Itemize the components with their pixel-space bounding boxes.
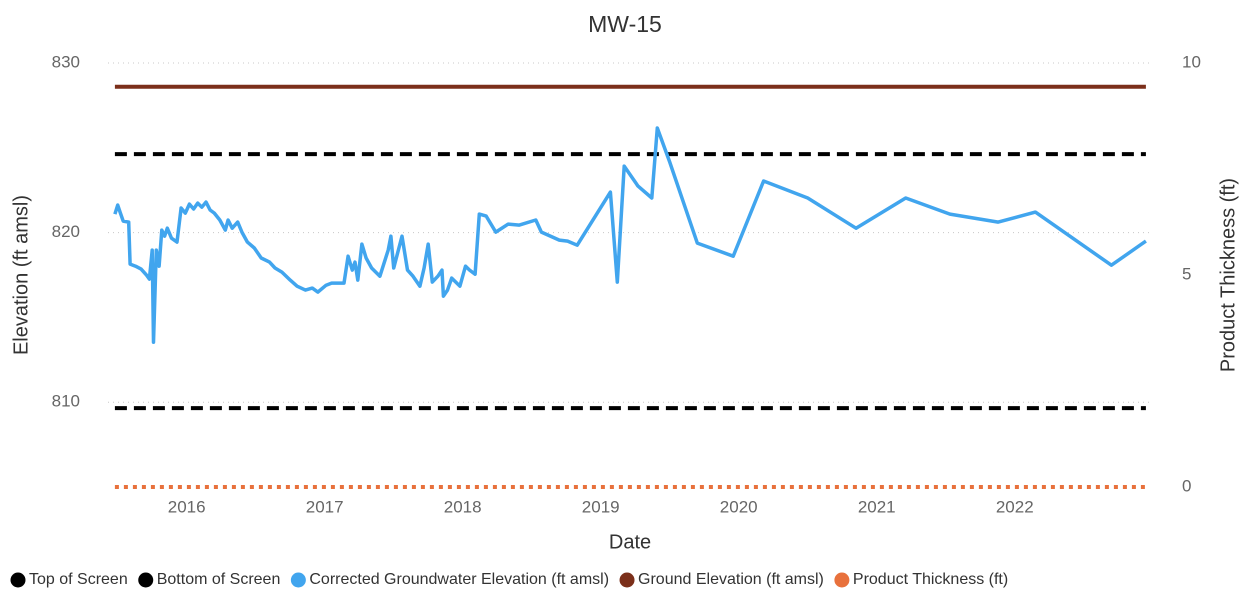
data-line xyxy=(113,126,1147,344)
legend-marker xyxy=(834,572,850,588)
legend-marker xyxy=(10,572,26,588)
x-axis-label: Date xyxy=(609,531,651,553)
y2-axis-label: Product Thickness (ft) xyxy=(1217,178,1239,372)
x-tick-label: 2019 xyxy=(582,497,620,516)
legend-marker xyxy=(138,572,154,588)
x-tick-label: 2017 xyxy=(306,497,344,516)
legend-label: Ground Elevation (ft amsl) xyxy=(638,571,824,588)
legend-marker xyxy=(290,572,306,588)
y2-tick-label: 5 xyxy=(1182,264,1191,283)
y-axis-label: Elevation (ft amsl) xyxy=(10,195,32,355)
y-tick-label: 820 xyxy=(52,222,80,241)
x-tick-label: 2018 xyxy=(444,497,482,516)
legend-label: Product Thickness (ft) xyxy=(853,571,1008,588)
legend-label: Corrected Groundwater Elevation (ft amsl… xyxy=(309,571,609,588)
legend-label: Top of Screen xyxy=(29,571,128,588)
x-tick-label: 2020 xyxy=(720,497,758,516)
legend-marker xyxy=(619,572,635,588)
x-tick-label: 2016 xyxy=(168,497,206,516)
chart-title: MW-15 xyxy=(588,11,662,37)
legend-label: Bottom of Screen xyxy=(157,571,281,588)
y-tick-label: 810 xyxy=(52,392,80,411)
x-tick-label: 2021 xyxy=(858,497,896,516)
y2-tick-label: 0 xyxy=(1182,476,1191,495)
y-tick-label: 830 xyxy=(52,52,80,71)
y2-tick-label: 10 xyxy=(1182,52,1201,71)
x-tick-label: 2022 xyxy=(996,497,1034,516)
